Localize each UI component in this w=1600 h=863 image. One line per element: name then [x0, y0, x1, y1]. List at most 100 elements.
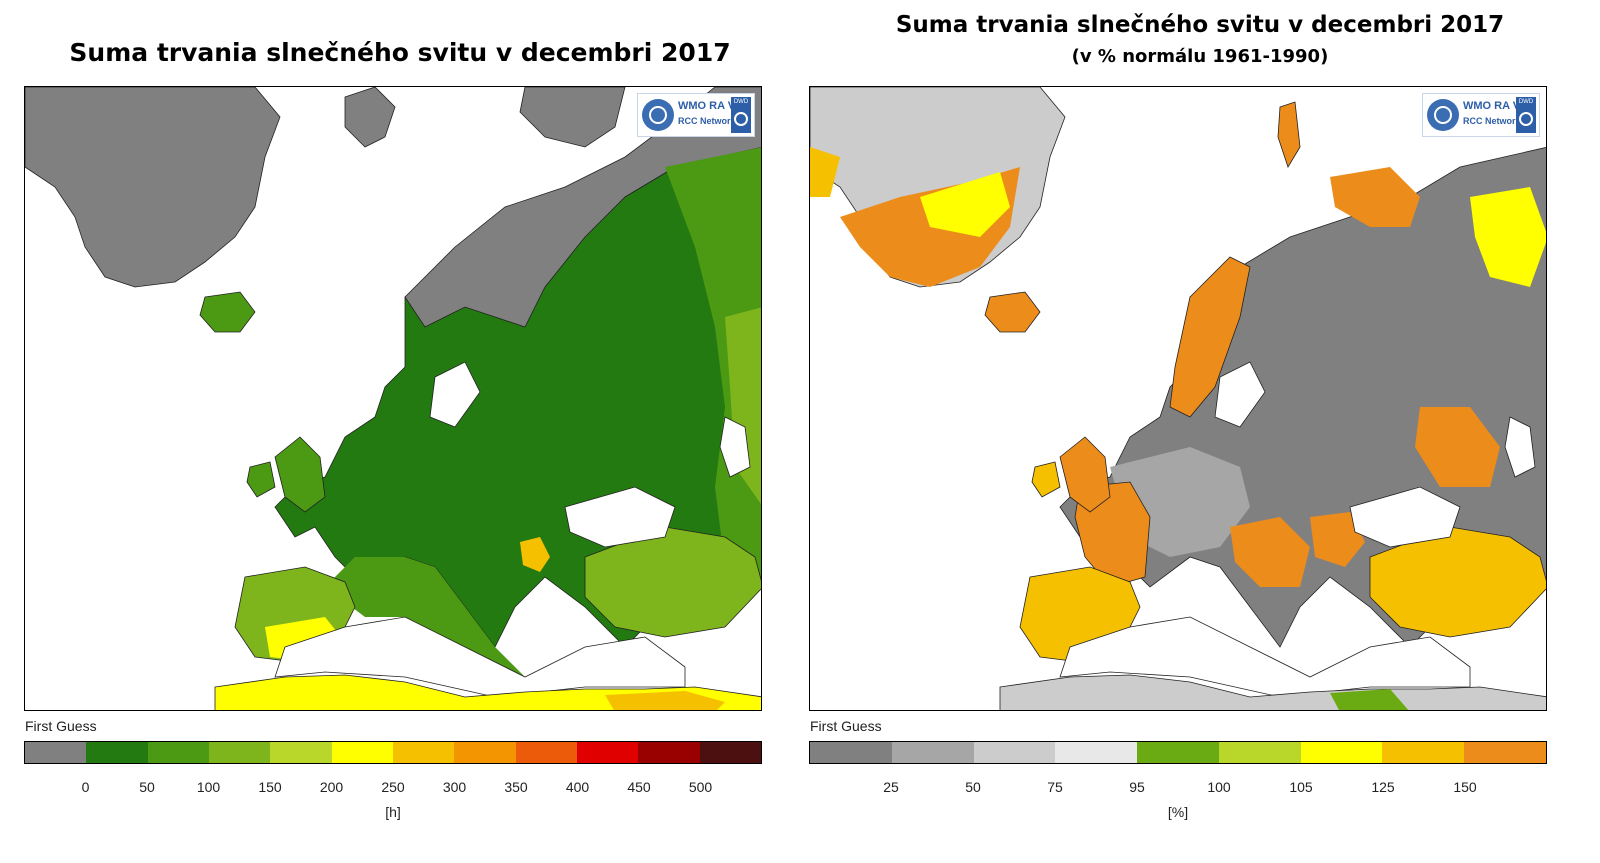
black-sea	[564, 486, 676, 548]
dwd-label: DWD	[733, 99, 749, 105]
dwd-ring-icon	[734, 112, 748, 126]
right-map-subtitle: (v % normálu 1961-1990)	[1071, 46, 1329, 67]
colorbar-swatch	[1055, 742, 1138, 763]
colorbar-swatch	[208, 742, 271, 763]
colorbar-tick-label: 100	[196, 779, 221, 795]
colorbar-swatch	[1137, 742, 1219, 763]
colorbar-swatch	[1300, 742, 1383, 763]
colorbar-swatch	[25, 742, 87, 763]
romania	[1310, 512, 1365, 567]
colorbar-swatch	[1382, 742, 1465, 763]
anatolia	[1369, 526, 1546, 638]
colorbar-swatch	[392, 742, 455, 763]
ireland	[246, 461, 276, 498]
colorbar-swatch	[1218, 742, 1301, 763]
logo-line1: WMO RA VI	[1463, 100, 1524, 112]
colorbar-swatch	[454, 742, 516, 763]
first-guess-label: First Guess	[25, 718, 97, 734]
right-map: WMO RA VI RCC Network DWD	[809, 86, 1547, 711]
colorbar-swatch	[891, 742, 974, 763]
south-russia-hotspot	[1415, 407, 1500, 487]
colorbar-tick-label: 200	[319, 779, 344, 795]
colorbar-tick-label: 250	[381, 779, 405, 795]
baltic-sea	[1214, 361, 1266, 428]
colorbar-tick-label: 450	[627, 779, 651, 795]
ireland	[1031, 461, 1061, 498]
caspian-sea	[719, 416, 751, 478]
logo-line1: WMO RA VI	[678, 100, 739, 112]
colorbar-tick-label: 300	[442, 779, 467, 795]
east-band-2	[725, 307, 761, 505]
colorbar-tick-label: 50	[965, 779, 981, 795]
greenland-west	[810, 147, 840, 197]
dwd-ring-icon	[1519, 112, 1533, 126]
africa-hotspot	[605, 691, 725, 710]
colorbar-tick-label: 100	[1207, 779, 1231, 795]
logo-line2: RCC Network	[678, 116, 736, 126]
colorbar-tick-label: 50	[139, 779, 155, 795]
arctic-island-2	[519, 87, 626, 148]
colorbar-tick-label: 105	[1289, 779, 1313, 795]
colorbar-swatch	[699, 742, 761, 763]
anatolia	[584, 526, 761, 638]
right-colorbar	[809, 741, 1547, 764]
colorbar-tick-label: 75	[1047, 779, 1063, 795]
wmo-emblem-icon	[1427, 99, 1459, 131]
left-panel: Suma trvania slnečného svitu v decembri …	[24, 38, 762, 820]
balkans	[1230, 517, 1310, 587]
left-colorbar	[24, 741, 762, 764]
mediterranean-sea	[1059, 616, 1471, 698]
colorbar-swatch	[147, 742, 209, 763]
right-panel: Suma trvania slnečného svitu v decembri …	[800, 0, 1600, 863]
black-sea	[1349, 486, 1461, 548]
logo-line2: RCC Network	[1463, 116, 1521, 126]
norway	[1169, 256, 1251, 418]
east-band	[665, 147, 761, 586]
colorbar-tick-label: 400	[565, 779, 590, 795]
wmo-logo: WMO RA VI RCC Network DWD	[1422, 93, 1540, 137]
colorbar-tick-label: 150	[1453, 779, 1477, 795]
baltic-sea	[429, 361, 481, 428]
arctic-russia-hotspot	[1330, 167, 1420, 227]
wmo-logo: WMO RA VI RCC Network DWD	[637, 93, 755, 137]
left-unit-label: [h]	[385, 804, 401, 820]
colorbar-swatch	[270, 742, 332, 763]
left-map: WMO RA VI RCC Network DWD	[24, 86, 762, 711]
caspian-sea	[1504, 416, 1536, 478]
right-unit-label: [%]	[1167, 804, 1189, 820]
egypt-band	[1330, 689, 1409, 710]
iceland	[984, 291, 1041, 333]
colorbar-tick-label: 0	[81, 779, 90, 795]
wmo-emblem-icon	[642, 99, 674, 131]
colorbar-tick-label: 350	[504, 779, 528, 795]
colorbar-tick-label: 125	[1371, 779, 1395, 795]
greenland-mid	[920, 172, 1010, 237]
colorbar-tick-label: 500	[688, 779, 713, 795]
ural-band	[1470, 187, 1546, 287]
colorbar-swatch	[638, 742, 700, 763]
right-map-title: Suma trvania slnečného svitu v decembri …	[895, 12, 1505, 38]
great-britain	[274, 436, 326, 513]
iceland	[199, 291, 256, 333]
colorbar-tick-label: 150	[258, 779, 282, 795]
greenland	[25, 87, 281, 288]
left-map-canvas	[25, 87, 761, 710]
great-britain	[1059, 436, 1111, 513]
colorbar-swatch	[810, 742, 892, 763]
colorbar-swatch	[1464, 742, 1547, 763]
colorbar-swatch	[331, 742, 393, 763]
mediterranean-sea	[274, 616, 686, 698]
dwd-logo: DWD	[1516, 97, 1536, 133]
dwd-logo: DWD	[731, 97, 751, 133]
right-map-canvas	[810, 87, 1546, 710]
left-map-title: Suma trvania slnečného svitu v decembri …	[69, 38, 731, 67]
colorbar-tick-label: 95	[1129, 779, 1145, 795]
balkan-hotspot	[520, 537, 550, 572]
first-guess-label: First Guess	[810, 718, 882, 734]
dwd-label: DWD	[1518, 99, 1534, 105]
novaya-zemlya	[1277, 101, 1301, 168]
colorbar-tick-label: 25	[883, 779, 899, 795]
north-africa	[999, 674, 1546, 710]
colorbar-swatch	[515, 742, 577, 763]
arctic-island	[344, 87, 396, 148]
